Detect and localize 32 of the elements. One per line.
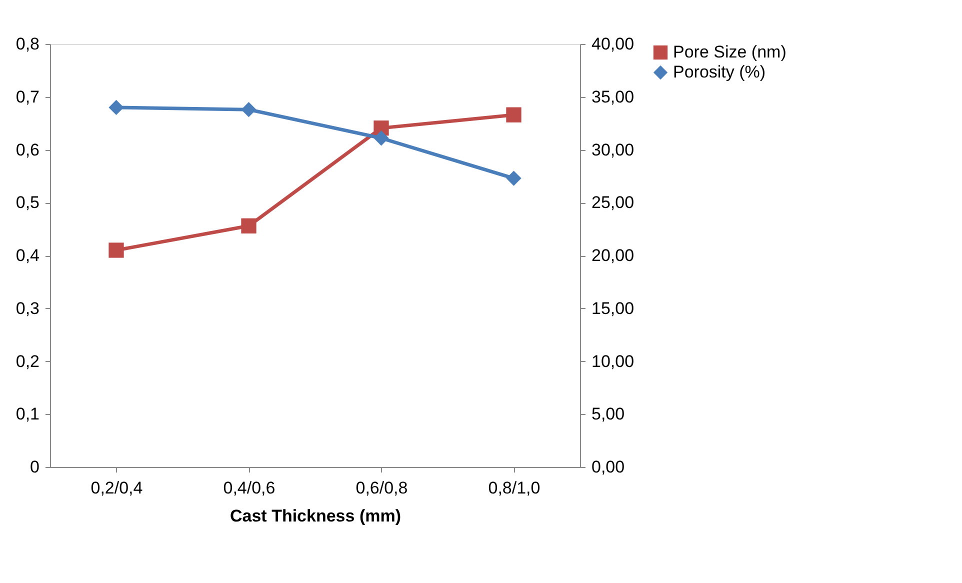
point bbox=[506, 107, 522, 122]
y-tick-label: 0 bbox=[30, 458, 40, 476]
y-tick-label: 0,8 bbox=[16, 34, 40, 54]
y2-tick-label: 0,00 bbox=[592, 458, 625, 476]
y2-tick-label: 20,00 bbox=[592, 246, 634, 265]
x-axis-title: Cast Thickness (mm) bbox=[230, 506, 401, 526]
x-tick-label: 0,2/0,4 bbox=[90, 478, 143, 498]
y2-tick-label: 25,00 bbox=[592, 193, 634, 212]
point bbox=[374, 130, 389, 146]
y2-tick-label: 10,00 bbox=[592, 352, 634, 371]
y2-tick-label: 15,00 bbox=[592, 298, 634, 318]
y-tick-label: 0,6 bbox=[16, 140, 40, 160]
y2-tick-label: 35,00 bbox=[592, 87, 634, 106]
legend-label: Porosity (%) bbox=[673, 62, 766, 82]
y-tick-label: 0,7 bbox=[16, 87, 40, 106]
y-tick-label: 0,2 bbox=[16, 352, 40, 371]
point bbox=[241, 102, 256, 118]
x-tick-label: 0,4/0,6 bbox=[223, 478, 276, 498]
point bbox=[108, 242, 124, 258]
x-tick-label: 0,6/0,8 bbox=[356, 478, 408, 498]
y-tick-label: 0,5 bbox=[16, 193, 40, 212]
point bbox=[506, 170, 522, 186]
y2-tick-label: 40,00 bbox=[592, 34, 634, 54]
point bbox=[108, 100, 124, 116]
legend-label: Pore Size (nm) bbox=[673, 42, 786, 62]
y2-tick-label: 5,00 bbox=[592, 404, 625, 424]
point bbox=[241, 218, 256, 234]
y2-tick-label: 30,00 bbox=[592, 140, 634, 160]
x-tick-label: 0,8/1,0 bbox=[488, 478, 540, 498]
y-tick-label: 0,1 bbox=[16, 404, 40, 424]
y-tick-label: 0,4 bbox=[16, 246, 40, 265]
y-tick-label: 0,3 bbox=[16, 298, 40, 318]
